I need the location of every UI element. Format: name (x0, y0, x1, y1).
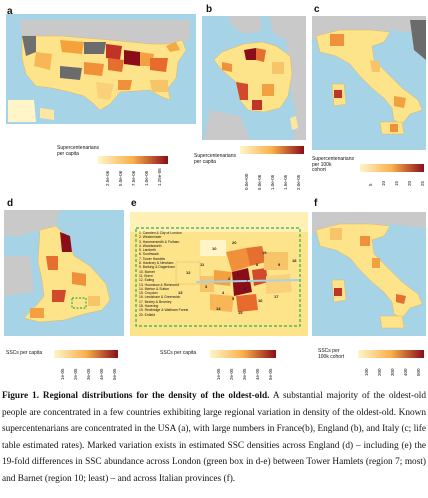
borough-number: 11 (200, 262, 205, 267)
legend-bar-d (54, 350, 118, 358)
borough-number: 14 (216, 306, 221, 311)
panel-label-d: d (7, 198, 14, 209)
borough-number: 1 (237, 272, 240, 277)
borough-legend-item: 8. Hackney & Newham (139, 261, 174, 266)
italy-map (312, 16, 426, 150)
borough-number: 13 (178, 290, 183, 295)
legend-bar-c (360, 164, 424, 172)
panel-label-b: b (206, 4, 213, 15)
borough-legend-item: 1. Camden & City of London (139, 231, 182, 235)
legend-bar-f (358, 350, 424, 358)
legend-title-a: Supercentenarians per capita (57, 145, 99, 157)
panel-d: d SSCs per capita 1e-05 2e-05 3e-05 4e-0… (0, 196, 124, 386)
borough-number: 12 (186, 270, 191, 275)
panel-label-f: f (314, 198, 318, 209)
borough-legend-item: 6. Southwark (139, 252, 159, 257)
borough-number: 10 (212, 246, 217, 251)
legend-tick-e-2: 2e-05 (229, 368, 234, 380)
france-map (202, 16, 306, 140)
panel-label-e: e (131, 198, 137, 209)
borough-number: 8 (256, 262, 259, 267)
legend-bar-a (98, 156, 168, 164)
borough-number: 4 (222, 290, 225, 295)
legend-tick-f-3: 300 (390, 368, 395, 376)
borough-number: 5 (232, 296, 235, 301)
borough-legend-item: 19. Redbridge & Waltham Forest (139, 308, 189, 313)
legend-title-e: SSCs per capita (160, 350, 197, 356)
usa-map (6, 14, 196, 124)
borough-legend-item: 2. Westminster (139, 235, 162, 240)
legend-tick-e-4: 4e-05 (255, 368, 260, 380)
legend-tick-e-3: 3e-05 (242, 368, 247, 380)
legend-tick-f-1: 100 (364, 368, 369, 376)
borough-number: 9 (278, 262, 281, 267)
borough-legend-item: 18. Havering (139, 304, 159, 309)
panel-f: f SSCs per 100k cohort 100 200 300 400 5… (310, 196, 428, 386)
panel-label-a: a (7, 6, 13, 17)
legend-title-f: SSCs per 100k cohort (318, 348, 345, 360)
borough-number: 15 (238, 310, 243, 315)
legend-bar-e (210, 350, 276, 358)
caption-title: Figure 1. Regional distributions for the… (2, 391, 270, 401)
borough-number: 16 (258, 298, 263, 303)
panel-label-c: c (314, 4, 320, 15)
borough-legend-item: 4. Wandsworth (139, 243, 162, 248)
borough-number: 6 (244, 286, 247, 291)
borough-number: 19 (262, 250, 267, 255)
borough-legend-item: 20. Enfield (139, 312, 156, 317)
legend-title-b: Supercentenarians per capita (194, 153, 236, 165)
panel-c: c Supercentenarians per 100k cohort 5 10… (310, 0, 428, 200)
borough-number: 2 (228, 276, 231, 281)
borough-number: 3 (205, 284, 208, 289)
legend-tick-e-1: 1e-05 (216, 368, 221, 380)
borough-legend-item: 17. Bexley & Bromley (139, 299, 172, 304)
legend-title-d: SSCs per capita (6, 350, 43, 356)
borough-legend: 1. Camden & City of London 2. Westminste… (139, 231, 188, 317)
borough-number: 18 (292, 258, 297, 263)
borough-legend-item: 16. Lewisham & Greenwich (139, 295, 181, 300)
panel-e: e 1. Camden & City of London 2. Westmins… (130, 198, 308, 380)
legend-tick-f-5: 500 (416, 368, 421, 376)
legend-tick-f-2: 200 (377, 368, 382, 376)
borough-legend-item: 10. Barnet (139, 269, 155, 274)
borough-legend-item: 14. Merton & Sutton (139, 286, 170, 291)
borough-legend-item: 15. Croydon (139, 291, 158, 296)
panel-b: b Supercentenarians per capita 0.0e+00 5… (194, 0, 308, 200)
italy-provinces-map (312, 212, 426, 336)
borough-number: 20 (232, 240, 237, 245)
legend-tick-f-4: 400 (403, 368, 408, 376)
borough-legend-item: 9. Barking & Dagenham (139, 265, 175, 270)
england-map (4, 210, 124, 336)
borough-legend-item: 3. Hammersmith & Fulham (139, 239, 180, 244)
borough-number: 17 (274, 294, 279, 299)
caption-text: A substantial majority of the oldest-old… (2, 391, 426, 484)
borough-number: 7 (246, 278, 249, 283)
legend-tick-e-5: 5e-05 (268, 368, 273, 380)
legend-bar-b (240, 146, 304, 154)
london-map (130, 212, 308, 336)
borough-legend-item: 13. Hounslow & Richmond (139, 282, 179, 287)
borough-legend-item: 12. Ealing (139, 278, 155, 283)
figure-caption: Figure 1. Regional distributions for the… (2, 388, 426, 488)
borough-legend-item: 5. Lambeth (139, 248, 156, 253)
legend-title-c: Supercentenarians per 100k cohort (312, 156, 354, 173)
borough-legend-item: 11. Brent (139, 273, 153, 278)
borough-legend-item: 7. Tower Hamlets (139, 256, 166, 261)
panel-a: a Supercentenarians per capita 2.5e-06 5… (0, 0, 198, 190)
